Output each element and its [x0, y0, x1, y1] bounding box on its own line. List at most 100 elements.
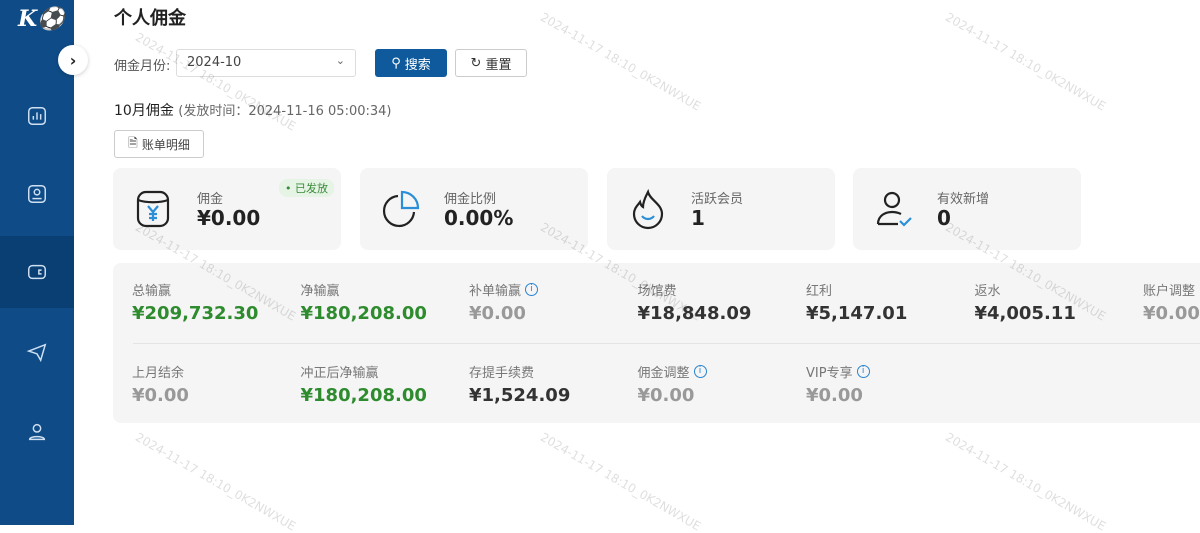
- stat-label: 返水: [975, 280, 1140, 299]
- stat-label-text: 总输赢: [132, 284, 172, 299]
- status-badge-text: 已发放: [295, 182, 328, 195]
- stat-label-text: 佣金调整: [637, 366, 690, 381]
- stat-value: ¥5,147.01: [806, 303, 908, 324]
- nav-profile-card[interactable]: [0, 158, 74, 230]
- stat-item: 补单输赢 i ¥0.00: [469, 280, 634, 324]
- chevron-right-icon: ›: [69, 50, 77, 70]
- stat-label-text: 净输赢: [300, 284, 340, 299]
- bill-detail-button[interactable]: 🗎 账单明细: [114, 130, 204, 158]
- stat-label: 场馆费: [638, 280, 803, 299]
- pie-chart-icon: [382, 190, 420, 228]
- search-button[interactable]: ⚲ 搜索: [375, 49, 447, 77]
- info-icon[interactable]: i: [856, 365, 870, 378]
- sidebar: K⚽: [0, 0, 74, 525]
- stat-label-text: 补单输赢: [469, 284, 522, 299]
- chevron-down-icon: ⌄: [335, 54, 345, 67]
- stat-value: ¥0.00: [132, 385, 189, 406]
- stat-item: 佣金调整 i ¥0.00: [638, 362, 803, 406]
- reset-button[interactable]: ↻ 重置: [455, 49, 527, 77]
- sidebar-toggle-button[interactable]: ›: [58, 45, 88, 75]
- logo[interactable]: K⚽: [18, 6, 65, 32]
- stat-item: 存提手续费 ¥1,524.09: [469, 362, 634, 406]
- nav-share[interactable]: [0, 316, 74, 388]
- stat-value: ¥180,208.00: [300, 303, 427, 324]
- user-check-icon: [876, 191, 912, 227]
- flame-icon: [632, 188, 664, 230]
- stat-value: ¥18,848.09: [637, 303, 752, 324]
- search-icon: ⚲: [391, 55, 401, 71]
- stat-label-text: 红利: [806, 284, 833, 299]
- reset-label: 重置: [485, 57, 512, 73]
- stat-label: VIP专享 i: [806, 362, 971, 381]
- info-icon[interactable]: i: [693, 365, 707, 378]
- card-title: 佣金: [197, 192, 224, 207]
- stat-label: 账户调整: [1143, 280, 1200, 299]
- user-icon: [28, 423, 46, 441]
- stat-label-text: 账户调整: [1143, 284, 1196, 299]
- stat-value: ¥1,524.09: [469, 385, 571, 406]
- month-value: 2024-10: [187, 55, 242, 70]
- send-icon: [26, 343, 47, 363]
- period-heading: 10月佣金 (发放时间：2024-11-16 05:00:34): [114, 100, 392, 120]
- card-value: 0.00%: [444, 206, 514, 230]
- page-title: 个人佣金: [114, 8, 186, 29]
- month-select[interactable]: 2024-10 ⌄: [176, 49, 356, 77]
- nav-account[interactable]: [0, 396, 74, 468]
- stat-label: 补单输赢 i: [469, 280, 634, 299]
- stat-value: ¥0.00: [469, 303, 526, 324]
- stat-value: ¥209,732.30: [132, 303, 259, 324]
- card-title: 有效新增: [937, 192, 990, 207]
- stat-value: ¥0.00: [806, 385, 863, 406]
- stat-label-text: VIP专享: [806, 366, 853, 381]
- stat-item: 净输赢 ¥180,208.00: [301, 280, 466, 324]
- stat-value: ¥0.00: [637, 385, 695, 406]
- card-title: 活跃会员: [691, 192, 744, 207]
- search-label: 搜索: [404, 57, 431, 73]
- stat-value: ¥0.00: [1143, 303, 1200, 324]
- bill-detail-label: 账单明细: [141, 137, 190, 152]
- nav-reports[interactable]: [0, 80, 74, 152]
- status-badge: • 已发放: [279, 179, 334, 197]
- card-title: 佣金比例: [444, 192, 497, 207]
- card-commission-rate: 佣金比例 0.00%: [360, 168, 588, 250]
- stat-item: 总输赢 ¥209,732.30: [132, 280, 297, 324]
- release-time: (发放时间：2024-11-16 05:00:34): [178, 104, 392, 119]
- card-active-members: 活跃会员 1: [607, 168, 835, 250]
- stat-label-text: 冲正后净输赢: [300, 366, 379, 381]
- divider: [133, 343, 1200, 344]
- info-icon[interactable]: i: [525, 283, 539, 296]
- stat-label: 佣金调整 i: [638, 362, 803, 381]
- stat-item: 上月结余 ¥0.00: [132, 362, 297, 406]
- user-card-icon: [28, 185, 46, 203]
- main-content: 个人佣金 佣金月份: 2024-10 ⌄ ⚲ 搜索 ↻ 重置 10月佣金 (发放时间：…: [74, 0, 1200, 525]
- wallet-icon: [28, 264, 46, 280]
- stat-label-text: 上月结余: [132, 366, 185, 381]
- stat-label-text: 返水: [974, 284, 1001, 299]
- stat-label-text: 存提手续费: [469, 366, 535, 381]
- stat-item: 返水 ¥4,005.11: [975, 280, 1140, 324]
- stat-value: ¥4,005.11: [974, 303, 1076, 324]
- card-commission: 佣金 ¥0.00 • 已发放: [113, 168, 341, 250]
- document-icon: 🗎: [128, 135, 138, 150]
- card-value: ¥0.00: [197, 206, 261, 230]
- chart-icon: [28, 107, 46, 125]
- card-new-valid: 有效新增 0: [853, 168, 1081, 250]
- nav-wallet[interactable]: [0, 236, 74, 308]
- stat-item: 场馆费 ¥18,848.09: [638, 280, 803, 324]
- stat-value: ¥180,208.00: [300, 385, 427, 406]
- stat-label: 上月结余: [132, 362, 297, 381]
- card-value: 1: [691, 206, 705, 230]
- refresh-icon: ↻: [470, 55, 482, 71]
- stat-label: 存提手续费: [469, 362, 634, 381]
- period-title: 10月佣金: [114, 103, 174, 119]
- stat-item: 红利 ¥5,147.01: [806, 280, 971, 324]
- money-jar-icon: [136, 190, 170, 228]
- stat-label: 冲正后净输赢: [301, 362, 466, 381]
- month-label: 佣金月份:: [114, 59, 171, 74]
- stat-item: 账户调整 ¥0.00: [1143, 280, 1200, 324]
- stat-label: 净输赢: [301, 280, 466, 299]
- stat-label: 总输赢: [132, 280, 297, 299]
- card-value: 0: [937, 206, 951, 230]
- stat-item: VIP专享 i ¥0.00: [806, 362, 971, 406]
- stats-panel: 总输赢 ¥209,732.30 净输赢 ¥180,208.00 补单输赢 i ¥0.00 场馆…: [113, 263, 1200, 423]
